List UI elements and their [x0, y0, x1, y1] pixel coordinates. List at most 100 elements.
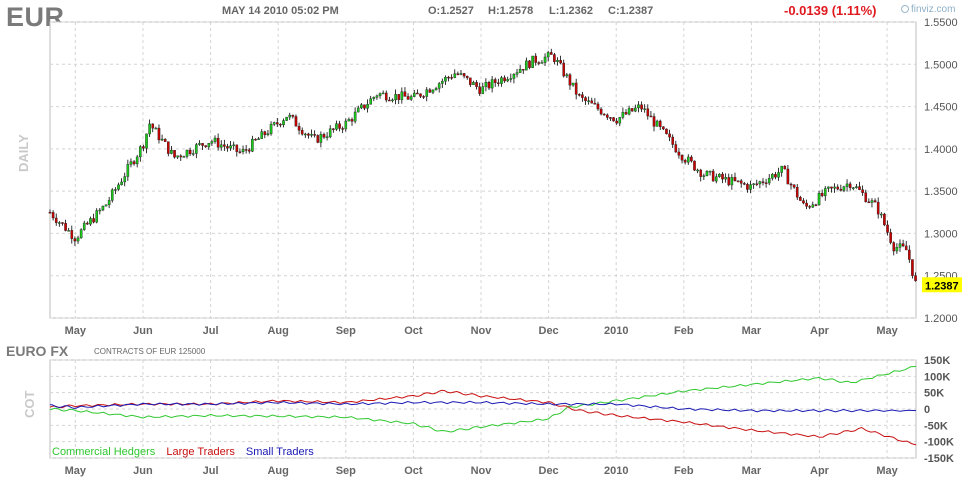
- price-plot-area: [49, 21, 917, 319]
- candle-body: [746, 184, 749, 190]
- last-price-label: 1.2387: [925, 280, 959, 292]
- candle-body: [652, 116, 656, 127]
- candle-body: [686, 156, 690, 163]
- candle-body: [145, 133, 148, 149]
- candle-body: [163, 138, 167, 142]
- cot-y-tick: 50K: [924, 388, 944, 400]
- cot-x-tick: May: [876, 465, 898, 477]
- candle-body: [384, 92, 388, 101]
- candle-body: [260, 131, 264, 139]
- candle-body: [465, 75, 469, 79]
- candle-body: [581, 94, 584, 98]
- candle-body: [185, 149, 189, 157]
- candle-body: [388, 99, 391, 102]
- candle-body: [472, 82, 475, 85]
- brand-name: finviz.com: [911, 4, 956, 15]
- high-price: H:1.2578: [488, 5, 534, 17]
- candle-body: [288, 114, 292, 118]
- candle-body: [553, 54, 556, 62]
- cot-y-tick: -100K: [924, 437, 954, 449]
- candle-body: [908, 249, 911, 260]
- candle-body: [777, 172, 780, 178]
- candle-body: [54, 217, 58, 223]
- candle-body: [307, 133, 310, 136]
- candle-body: [870, 200, 874, 203]
- small-traders-line: [49, 400, 917, 413]
- candle-body: [378, 93, 382, 97]
- cot-chart: 150K 100K 50K 0 -50K -100K -150K May Jun Jul Aug Se…: [49, 355, 954, 477]
- candle-body: [886, 224, 889, 233]
- candle-body: [344, 120, 348, 130]
- candle-body: [512, 74, 516, 79]
- candle-body: [372, 97, 376, 99]
- cot-title: EURO FX: [6, 343, 69, 359]
- candle-body: [238, 151, 242, 153]
- price-x-tick: Jul: [203, 325, 219, 337]
- candle-body: [814, 204, 818, 206]
- candle-body: [733, 177, 737, 181]
- candle-body: [761, 181, 765, 183]
- candle-body: [593, 102, 597, 105]
- candle-body: [911, 259, 914, 276]
- candle-body: [285, 116, 288, 121]
- candle-body: [117, 184, 120, 190]
- candle-body: [328, 128, 332, 138]
- candle-body: [104, 204, 108, 207]
- candle-body: [251, 138, 254, 152]
- candle-body: [525, 60, 528, 71]
- candle-body: [571, 82, 575, 86]
- candle-body: [876, 201, 880, 215]
- candle-body: [182, 156, 186, 158]
- candle-body: [360, 104, 363, 109]
- candle-body: [282, 120, 285, 126]
- candle-body: [235, 144, 239, 152]
- candle-body: [416, 92, 419, 95]
- candle-body: [244, 149, 248, 151]
- candle-body: [543, 56, 547, 63]
- candle-body: [437, 83, 441, 89]
- cot-x-tick: Sep: [336, 465, 356, 477]
- candle-body: [914, 275, 917, 281]
- close-price: C:1.2387: [608, 5, 654, 17]
- candle-body: [649, 115, 653, 118]
- candle-body: [216, 137, 220, 148]
- candle-body: [718, 173, 721, 177]
- candle-body: [823, 188, 827, 197]
- open-price: O:1.2527: [428, 5, 474, 17]
- candle-body: [490, 79, 494, 89]
- candle-body: [447, 76, 450, 79]
- candle-body: [114, 189, 117, 191]
- brand-link[interactable]: finviz.com: [901, 4, 955, 15]
- candle-body: [680, 155, 684, 161]
- candle-body: [142, 146, 145, 149]
- candle-body: [727, 177, 731, 186]
- candle-body: [120, 181, 123, 186]
- price-x-tick: Oct: [404, 325, 423, 337]
- candle-body: [394, 94, 397, 101]
- candle-body: [338, 123, 341, 129]
- candle-body: [64, 222, 67, 231]
- candle-body: [257, 138, 260, 140]
- cot-x-tick: Apr: [810, 465, 830, 477]
- candle-body: [817, 192, 821, 206]
- candle-body: [830, 186, 833, 189]
- candle-body: [129, 161, 133, 165]
- candle-body: [266, 133, 270, 136]
- candle-body: [269, 124, 273, 134]
- candle-body: [341, 128, 344, 130]
- candle-body: [774, 174, 777, 178]
- cot-y-tick: 100K: [924, 371, 950, 383]
- candle-body: [714, 176, 718, 182]
- cot-x-tick: Nov: [471, 465, 493, 477]
- candle-body: [696, 169, 699, 172]
- candle-body: [799, 197, 802, 201]
- candle-body: [61, 222, 64, 224]
- candle-body: [795, 186, 799, 198]
- candle-body: [82, 222, 86, 230]
- candle-body: [637, 104, 640, 109]
- candle-body: [409, 96, 413, 100]
- candle-body: [873, 200, 877, 203]
- candle-body: [207, 143, 211, 148]
- candle-body: [475, 82, 478, 87]
- cot-x-tick: Aug: [267, 465, 288, 477]
